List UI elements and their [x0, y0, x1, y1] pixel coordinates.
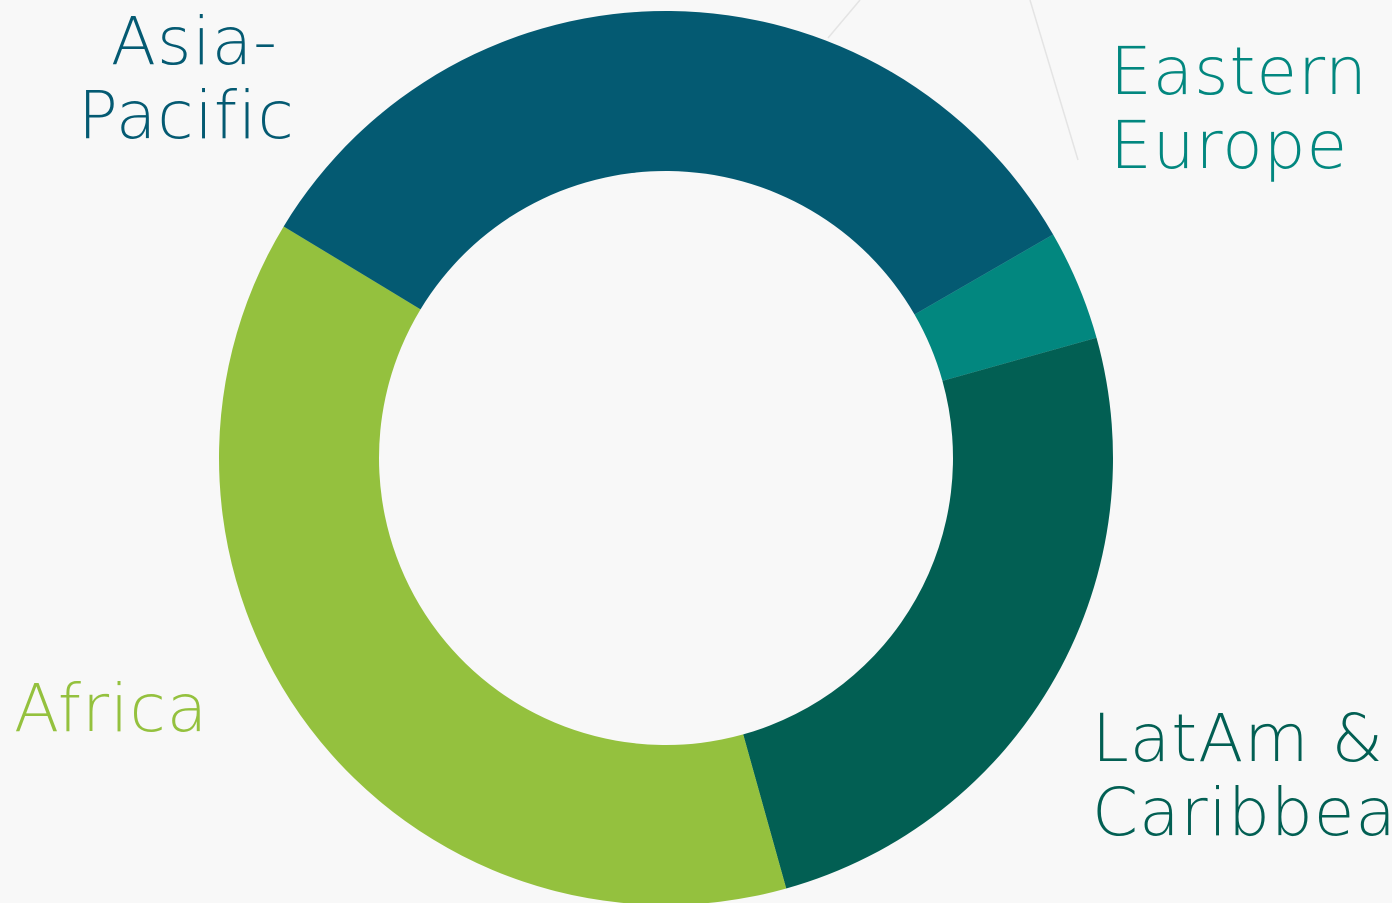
slice-eastern-europe	[914, 234, 1097, 381]
label-line: Pacific	[78, 76, 295, 154]
slice-asia-pacific	[283, 10, 1054, 315]
label-line: Asia-	[110, 3, 278, 80]
slice-label-latam-caribbean: LatAm & Caribbean	[1092, 702, 1392, 850]
bg-line-2	[1029, 0, 1079, 161]
label-line: Africa	[14, 670, 209, 747]
label-line: Eastern	[1110, 33, 1368, 110]
label-line: LatAm &	[1092, 700, 1384, 777]
bg-line-1	[827, 0, 861, 39]
slice-label-africa: Africa	[14, 672, 208, 746]
label-line: Europe	[1110, 106, 1349, 184]
slice-latam-caribbean	[743, 337, 1113, 889]
slice-africa	[219, 226, 787, 903]
label-line: Caribbean	[1092, 773, 1392, 851]
slice-label-eastern-europe: Eastern Europe	[1110, 35, 1368, 183]
slice-label-asia-pacific: Asia- Pacific	[78, 3, 295, 154]
